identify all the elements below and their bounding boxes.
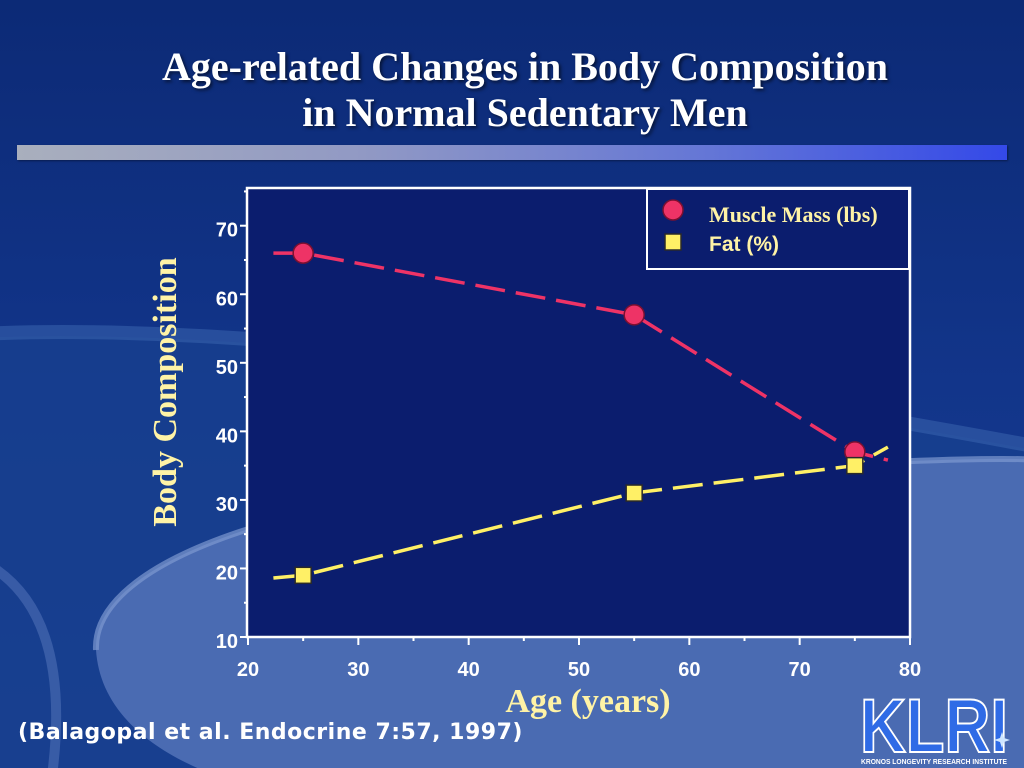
- fat-point: [294, 566, 312, 585]
- x-tick-label: 30: [347, 659, 369, 681]
- muscle-mass-lbs-point: [623, 304, 645, 326]
- legend: Muscle Mass (lbs) Fat (%): [646, 188, 910, 270]
- y-tick-label: 70: [216, 220, 238, 242]
- y-tick-label: 20: [216, 562, 238, 584]
- y-axis-label: Body Composition: [147, 257, 184, 526]
- x-tick-label: 40: [458, 659, 480, 681]
- klri-logo: KLRI KRONOS LONGEVITY RESEARCH INSTITUTE: [859, 690, 1010, 768]
- x-tick-label: 60: [678, 659, 700, 681]
- y-tick-label: 50: [216, 357, 238, 379]
- background-corner-swoosh: [0, 566, 62, 768]
- legend-marker-fat: [664, 233, 682, 251]
- tick-labels: 10 20 30 40 50 60 70 20 30 40 50 60 70 80: [216, 220, 921, 681]
- fat-point: [625, 484, 643, 502]
- logo-wordmark: KLRI: [860, 690, 1008, 768]
- legend-label-fat: Fat (%): [709, 233, 779, 256]
- y-tick-label: 40: [216, 425, 238, 447]
- fat-point: [846, 456, 864, 475]
- legend-label-muscle-mass: Muscle Mass (lbs): [709, 202, 878, 227]
- x-tick-label: 70: [789, 659, 811, 681]
- title-line-1: Age-related Changes in Body Composition: [162, 44, 888, 89]
- y-tick-label: 60: [216, 288, 238, 310]
- title-divider-bar: [17, 145, 1007, 160]
- x-tick-label: 80: [899, 659, 921, 681]
- logo-sparkle-icon: [994, 732, 1010, 748]
- series-markers: [292, 242, 866, 585]
- y-tick-label: 30: [216, 494, 238, 516]
- body-composition-chart: 10 20 30 40 50 60 70 20 30 40 50 60 70 80 Muscle Mass…: [147, 186, 921, 720]
- citation: (Balagopal et al. Endocrine 7:57, 1997): [18, 720, 523, 745]
- logo-subtitle: KRONOS LONGEVITY RESEARCH INSTITUTE: [861, 757, 1007, 766]
- axis-ticks: [240, 190, 911, 645]
- slide-title: Age-related Changes in Body Composition …: [50, 44, 1000, 136]
- muscle-mass-lbs-point: [292, 242, 314, 264]
- x-tick-label: 50: [568, 659, 590, 681]
- y-tick-label: 10: [216, 631, 238, 653]
- x-axis-label: Age (years): [505, 683, 670, 720]
- legend-marker-muscle-mass: [662, 199, 684, 221]
- legend-box: [646, 188, 910, 270]
- title-line-2: in Normal Sedentary Men: [302, 90, 748, 135]
- x-tick-label: 20: [237, 659, 259, 681]
